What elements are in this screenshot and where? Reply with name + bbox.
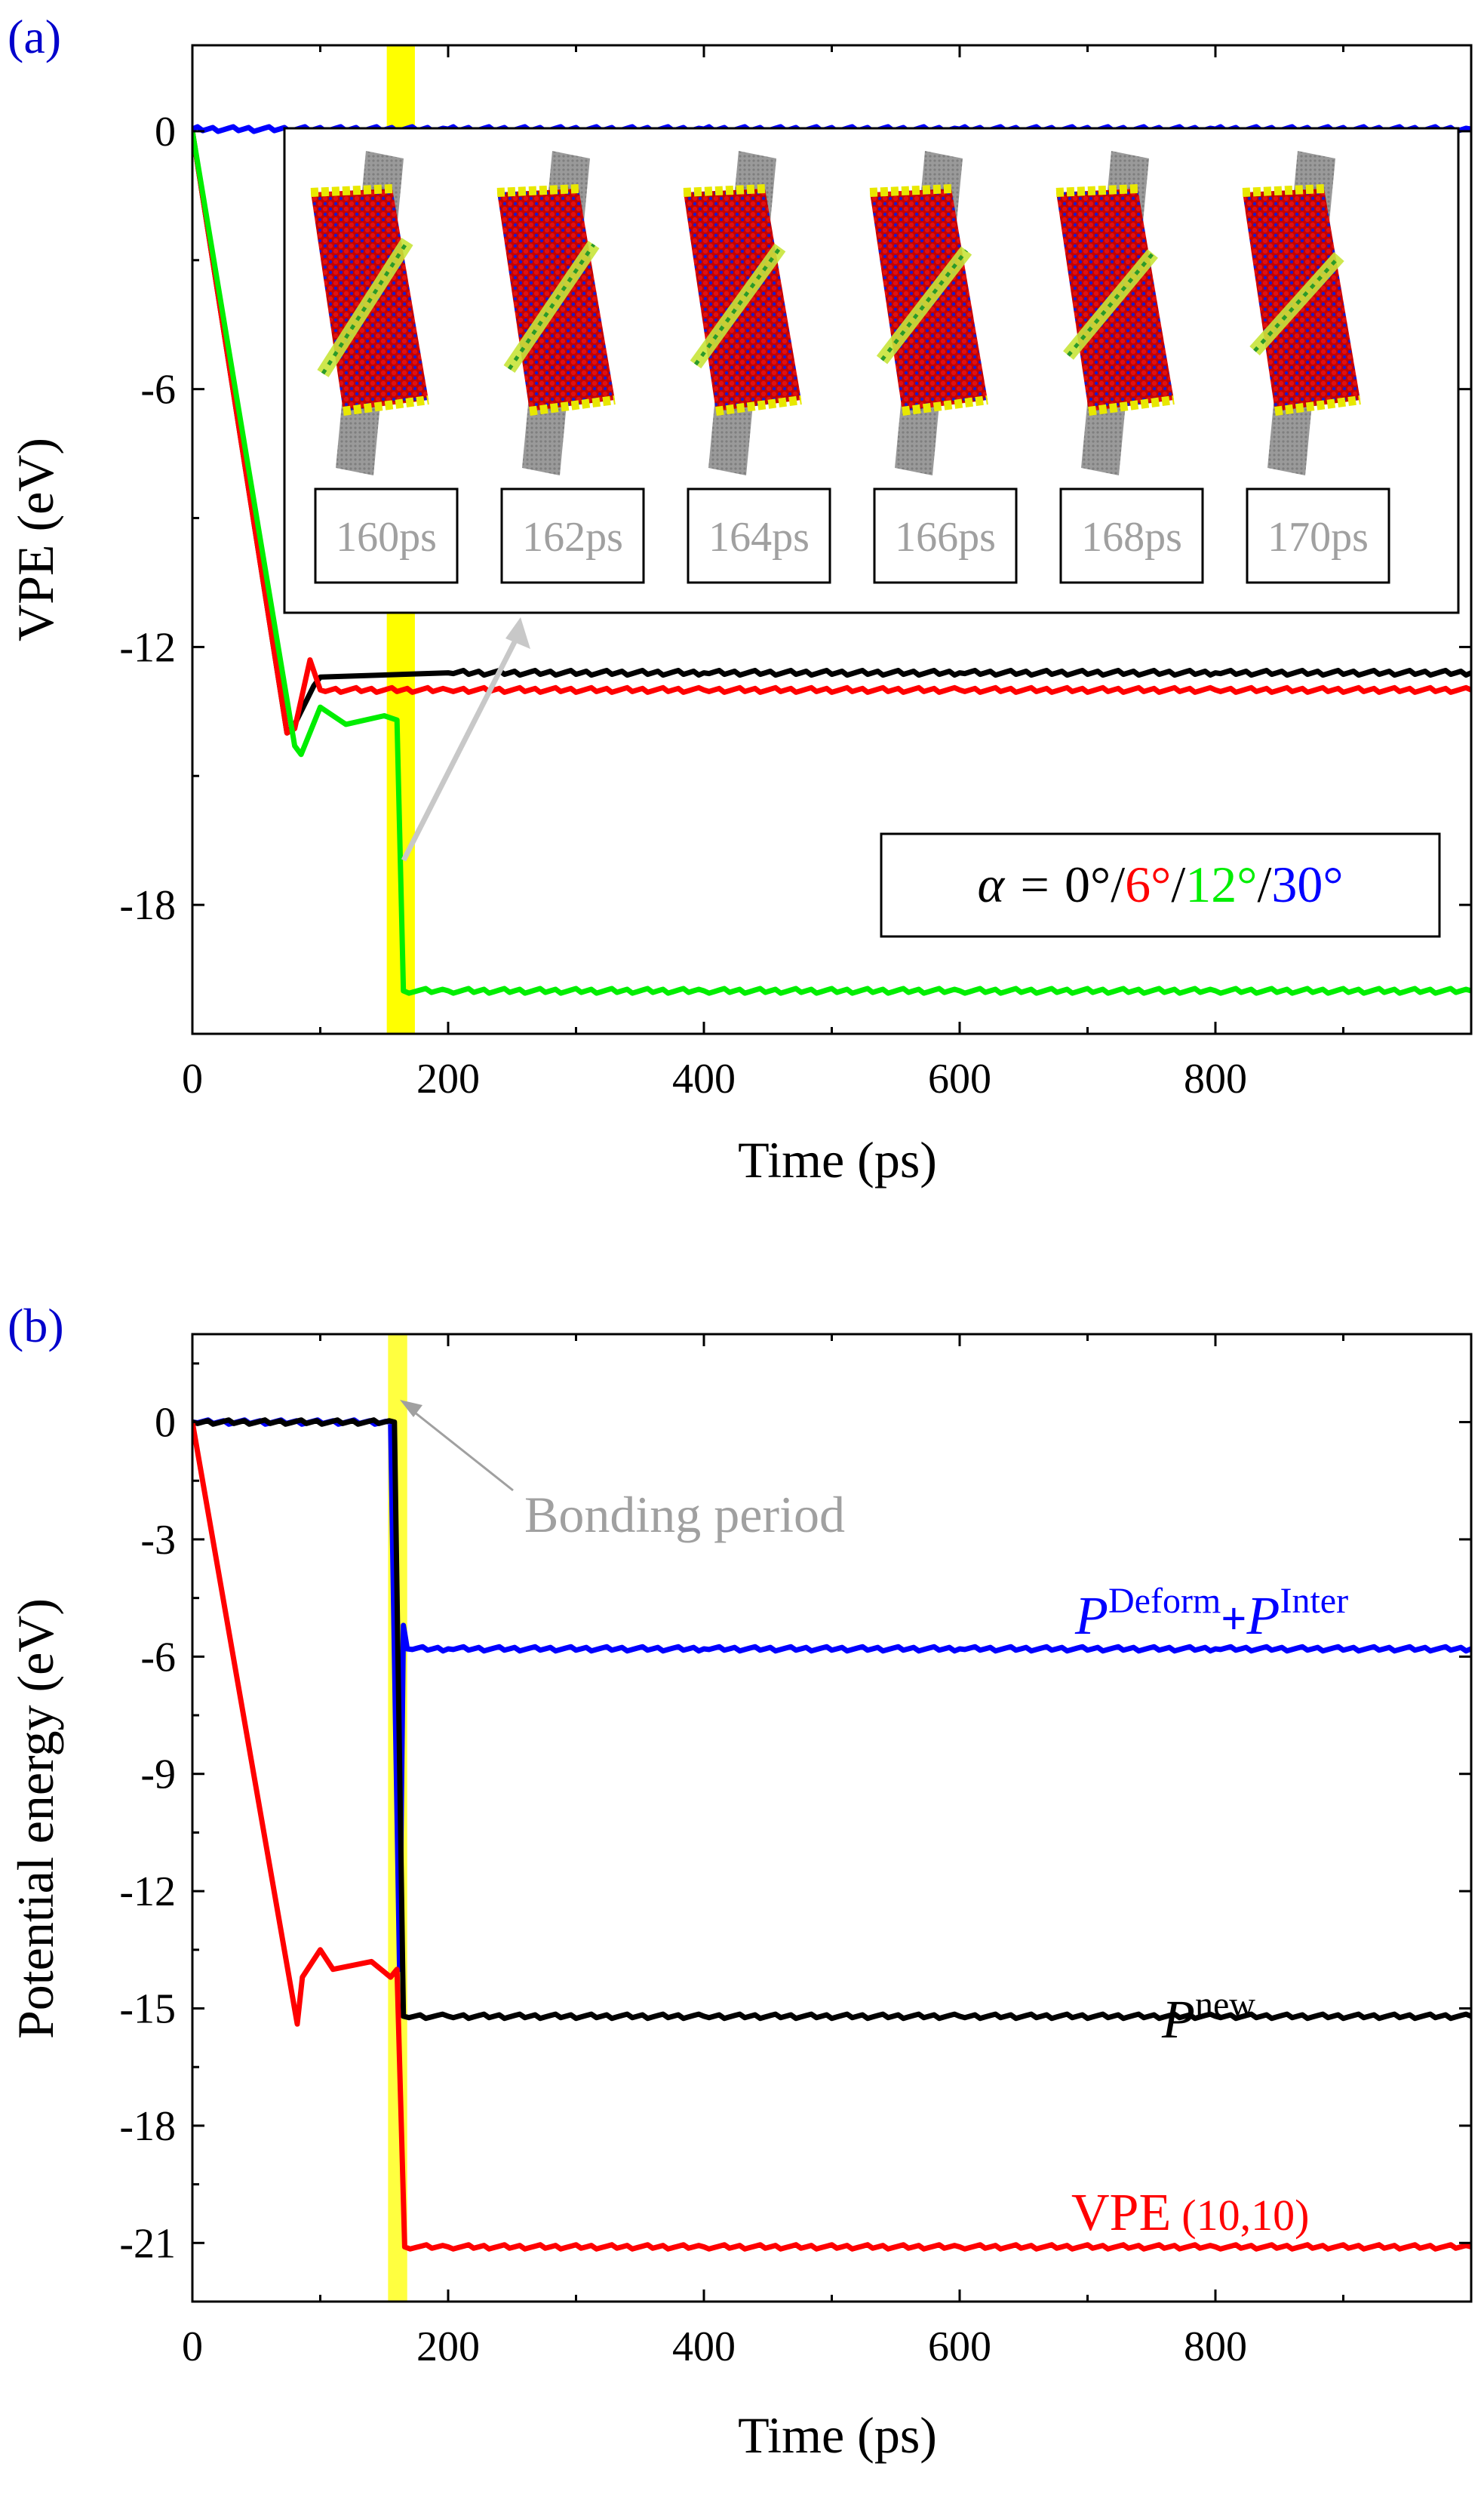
snapshot-2: 164ps: [683, 151, 831, 584]
bonding-arrow-head: [400, 1400, 422, 1417]
x-tick-label-4: 800: [1184, 2323, 1247, 2370]
y-tick-label-4: -12: [119, 1868, 176, 1915]
snapshot-time-label: 160ps: [336, 514, 437, 561]
legend-sep-2: /: [1171, 856, 1185, 913]
bonding-seam-atoms: [880, 249, 968, 361]
legend-prefix: α =: [977, 856, 1065, 913]
panel-b-label: (b): [8, 1299, 64, 1352]
y-tick-label-6: -18: [119, 2103, 176, 2150]
y-tick-label-3: -18: [119, 882, 176, 929]
rim-top: [1055, 184, 1138, 197]
plot-frame-b: [191, 1333, 1473, 2303]
snapshot-time-label: 168ps: [1081, 514, 1182, 561]
bonding-period-label: Bonding period: [524, 1486, 845, 1543]
rim-bottom: [529, 395, 616, 416]
series-line-a-1: [192, 131, 1471, 736]
series-line-a-0: [192, 131, 1471, 736]
series-line-a-2: [192, 131, 1471, 996]
bonding-arrow: [410, 1408, 514, 1492]
x-tick-label-3: 600: [928, 2323, 991, 2370]
rim-top: [1242, 184, 1325, 197]
panel-b: (b) 0 200 400 600 800 0 -3 -6 -9 -12 -15 -18 -21 Tim…: [7, 1299, 1473, 2464]
legend-entry-6deg: 6°: [1125, 856, 1171, 913]
series-line-b-0: [192, 1417, 1471, 1973]
series-group-b: [192, 1417, 1471, 2252]
bonding-seam-atoms: [507, 243, 596, 371]
x-tick-label-2: 400: [672, 1056, 736, 1102]
x-tick-label-4: 800: [1184, 1056, 1247, 1102]
legend-text: α = 0°/6°/12°/30°: [977, 856, 1343, 913]
snapshot-time-label: 164ps: [708, 514, 810, 561]
legend-a: α = 0°/6°/12°/30°: [880, 832, 1441, 938]
x-axis-title-a: Time (ps): [738, 1131, 937, 1189]
rim-top: [496, 184, 579, 197]
x-tick-label-0: 0: [182, 1056, 203, 1102]
bonding-seam-atoms: [321, 240, 410, 375]
y-axis-title-a: VPE (eV): [7, 438, 64, 641]
rim-bottom: [343, 395, 429, 416]
label-vpe-10-10: VPE (10,10): [1071, 2184, 1309, 2242]
ticks-a: 0 200 400 600 800 0 -6 -12 -18: [119, 45, 1471, 1102]
y-tick-label-3: -9: [140, 1751, 176, 1798]
snapshot-time-label: 170ps: [1267, 514, 1369, 561]
bonding-seam-atoms: [693, 246, 782, 366]
series-line-b-1: [192, 1417, 1471, 2022]
y-tick-label-5: -15: [119, 1986, 176, 2033]
y-tick-label-0: 0: [155, 109, 176, 155]
legend-frame: [880, 832, 1441, 938]
snapshot-4: 168ps: [1055, 151, 1204, 584]
inset-snapshots: 160ps 162ps 164ps 166ps 168ps 170ps: [283, 127, 1460, 614]
inset-arrow-head: [505, 617, 530, 649]
x-tick-label-2: 400: [672, 2323, 736, 2370]
label-p-new: Pnew: [1161, 1985, 1255, 2050]
snapshot-label-box: [1246, 487, 1390, 584]
y-tick-label-1: -6: [140, 367, 176, 414]
y-tick-label-7: -21: [119, 2220, 176, 2267]
x-tick-label-1: 200: [416, 1056, 480, 1102]
snapshot-0: 160ps: [310, 151, 459, 584]
rim-top: [310, 184, 393, 197]
rim-top: [869, 184, 952, 197]
legend-entry-12deg: 12°: [1185, 856, 1257, 913]
panel-a-label: (a): [8, 10, 61, 63]
rim-bottom: [1274, 395, 1361, 416]
label-deform-inter: PDeform+PInter: [1074, 1581, 1348, 1646]
inset-pointer-arrow: [401, 629, 524, 862]
snapshot-label-box: [687, 487, 831, 584]
series-line-b-2: [192, 1421, 1471, 2252]
x-tick-label-3: 600: [928, 1056, 991, 1102]
y-axis-title-b: Potential energy (eV): [7, 1598, 64, 2039]
y-tick-label-2: -6: [140, 1634, 176, 1681]
y-tick-label-0: 0: [155, 1400, 176, 1447]
snapshot-label-box: [873, 487, 1018, 584]
y-tick-label-2: -12: [119, 624, 176, 671]
snapshot-1: 162ps: [496, 151, 645, 584]
snapshot-label-box: [1059, 487, 1204, 584]
snapshot-label-box: [500, 487, 645, 584]
ticks-b: 0 200 400 600 800 0 -3 -6 -9 -12 -15 -18 -21: [119, 1334, 1471, 2370]
snapshot-time-label: 166ps: [895, 514, 996, 561]
x-axis-title-b: Time (ps): [738, 2406, 937, 2464]
y-tick-label-1: -3: [140, 1517, 176, 1564]
snapshot-5: 170ps: [1242, 151, 1390, 584]
legend-entry-30deg: 30°: [1271, 856, 1343, 913]
rim-bottom: [1088, 395, 1175, 416]
snapshot-label-box: [314, 487, 459, 584]
legend-entry-0deg: 0°: [1065, 856, 1111, 913]
rim-top: [683, 184, 766, 197]
panel-a: (a) 0 200 400 600 800 0 -6 -12 -18 Time (ps) VPE…: [7, 10, 1473, 1189]
legend-sep-1: /: [1111, 856, 1125, 913]
bonding-seam-atoms: [1067, 252, 1154, 357]
bonding-seam: [1249, 251, 1344, 356]
rim-bottom: [715, 395, 802, 416]
x-tick-label-1: 200: [416, 2323, 480, 2370]
x-tick-label-0: 0: [182, 2323, 203, 2370]
legend-sep-3: /: [1257, 856, 1271, 913]
snapshot-3: 166ps: [869, 151, 1018, 584]
snapshot-time-label: 162ps: [522, 514, 623, 561]
rim-bottom: [902, 395, 988, 416]
